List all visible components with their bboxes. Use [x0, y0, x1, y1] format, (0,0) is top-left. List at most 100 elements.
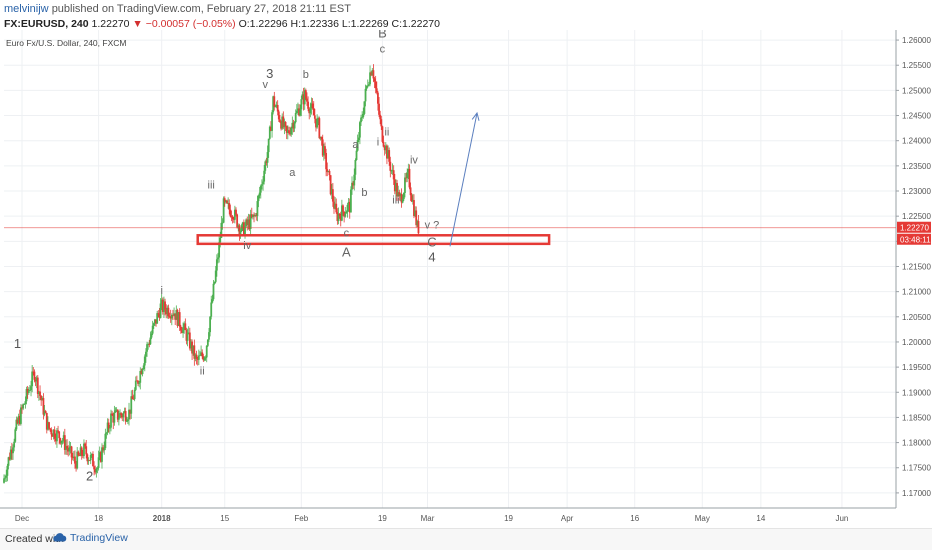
candle-body	[111, 413, 114, 416]
wave-label: ii	[384, 127, 389, 139]
candle-body	[408, 168, 411, 188]
candle-body	[215, 259, 218, 271]
candle-body	[372, 70, 375, 79]
candle-body	[413, 200, 415, 216]
candle-body	[140, 370, 143, 375]
candle-body	[283, 121, 286, 128]
candle-body	[239, 231, 242, 235]
candle-body	[25, 389, 28, 402]
candle-body	[3, 478, 5, 483]
candle-body	[415, 210, 418, 226]
candle-body	[151, 325, 154, 334]
candle-body	[114, 410, 117, 413]
candle-body	[9, 449, 12, 460]
candle-body	[295, 110, 298, 114]
y-tick-label: 1.22500	[902, 212, 931, 221]
candle-body	[299, 109, 302, 116]
y-tick-label: 1.20000	[902, 338, 931, 347]
y-tick-label: 1.24500	[902, 112, 931, 121]
tradingview-logo-link[interactable]: TradingView	[52, 532, 128, 544]
candle-body	[98, 452, 101, 458]
candle-body	[81, 455, 84, 457]
y-tick-label: 1.17000	[902, 489, 931, 498]
candle-body	[339, 215, 342, 221]
candle-body	[245, 219, 248, 227]
candle-body	[88, 460, 91, 461]
wave-label: v	[263, 79, 269, 91]
chart-title: Euro Fx/U.S. Dollar, 240, FXCM	[6, 38, 126, 48]
candle-body	[90, 453, 93, 456]
candle-body	[401, 199, 404, 203]
candle-body	[39, 391, 41, 396]
candle-body	[174, 313, 177, 320]
candle-body	[154, 319, 156, 324]
candle-body	[344, 213, 347, 217]
candle-body	[387, 150, 389, 159]
candle-body	[173, 313, 175, 316]
candle-body	[298, 108, 300, 116]
candle-body	[54, 438, 57, 442]
candle-body	[270, 126, 272, 131]
candle-body	[395, 183, 397, 192]
candle-body	[126, 419, 129, 422]
candle-body	[206, 339, 209, 346]
candle-body	[56, 430, 58, 442]
wave-label: 3	[266, 66, 273, 81]
candle-body	[65, 445, 67, 450]
candle-body	[336, 212, 339, 222]
candle-body	[252, 214, 254, 218]
candle-body	[210, 302, 213, 317]
candle-body	[130, 396, 133, 414]
candle-body	[63, 435, 66, 450]
candle-body	[358, 122, 361, 138]
author-link[interactable]: melvinijw	[4, 3, 49, 15]
candle-body	[374, 81, 377, 89]
candle-body	[152, 323, 155, 326]
y-tick-label: 1.21000	[902, 288, 931, 297]
candle-body	[219, 237, 222, 243]
wave-label: i	[160, 285, 162, 297]
candle-body	[94, 469, 97, 473]
candle-body	[320, 136, 323, 140]
candle-body	[87, 460, 90, 462]
wave-label: 4	[428, 249, 435, 264]
candle-body	[406, 172, 409, 179]
candle-body	[417, 221, 420, 234]
wave-label: 2	[86, 468, 93, 483]
chart-area[interactable]: 1.26000 1.25500 1.25000 1.24500 1.24000 1.235…	[0, 30, 932, 528]
candle-body	[103, 448, 106, 451]
price-chart[interactable]: 1.26000 1.25500 1.25000 1.24500 1.24000 1.235…	[0, 30, 932, 528]
candle-body	[370, 72, 373, 76]
wave-label: a	[289, 167, 296, 179]
published-text: published on TradingView.com, February 2…	[51, 3, 351, 15]
publish-info: melvinijw published on TradingView.com, …	[4, 3, 351, 15]
candle-body	[227, 203, 230, 204]
wave-label: ii	[200, 366, 205, 378]
candle-body	[366, 85, 369, 87]
candle-body	[357, 137, 360, 141]
candle-body	[131, 396, 134, 400]
candle-body	[129, 409, 132, 414]
candle-body	[300, 99, 303, 110]
candle-body	[24, 401, 27, 405]
last-price-label: 1.22270	[900, 224, 929, 233]
symbol-label[interactable]: FX:EURUSD, 240	[4, 18, 89, 30]
candle-body	[318, 118, 321, 139]
y-tick-label: 1.19000	[902, 388, 931, 397]
candle-body	[197, 355, 200, 360]
candle-body	[211, 299, 214, 303]
candle-body	[262, 181, 264, 185]
candle-body	[330, 189, 333, 195]
projection-arrow-line	[449, 112, 478, 247]
candle-body	[50, 429, 53, 435]
y-tick-label: 1.25000	[902, 86, 931, 95]
candle-body	[142, 365, 145, 370]
y-tick-label: 1.20500	[902, 313, 931, 322]
candle-body	[76, 451, 79, 469]
candle-body	[132, 399, 135, 400]
candle-body	[117, 417, 120, 420]
candle-body	[327, 170, 330, 173]
wave-label: v ?	[425, 220, 440, 232]
candle-body	[36, 377, 39, 394]
candle-body	[221, 222, 224, 224]
